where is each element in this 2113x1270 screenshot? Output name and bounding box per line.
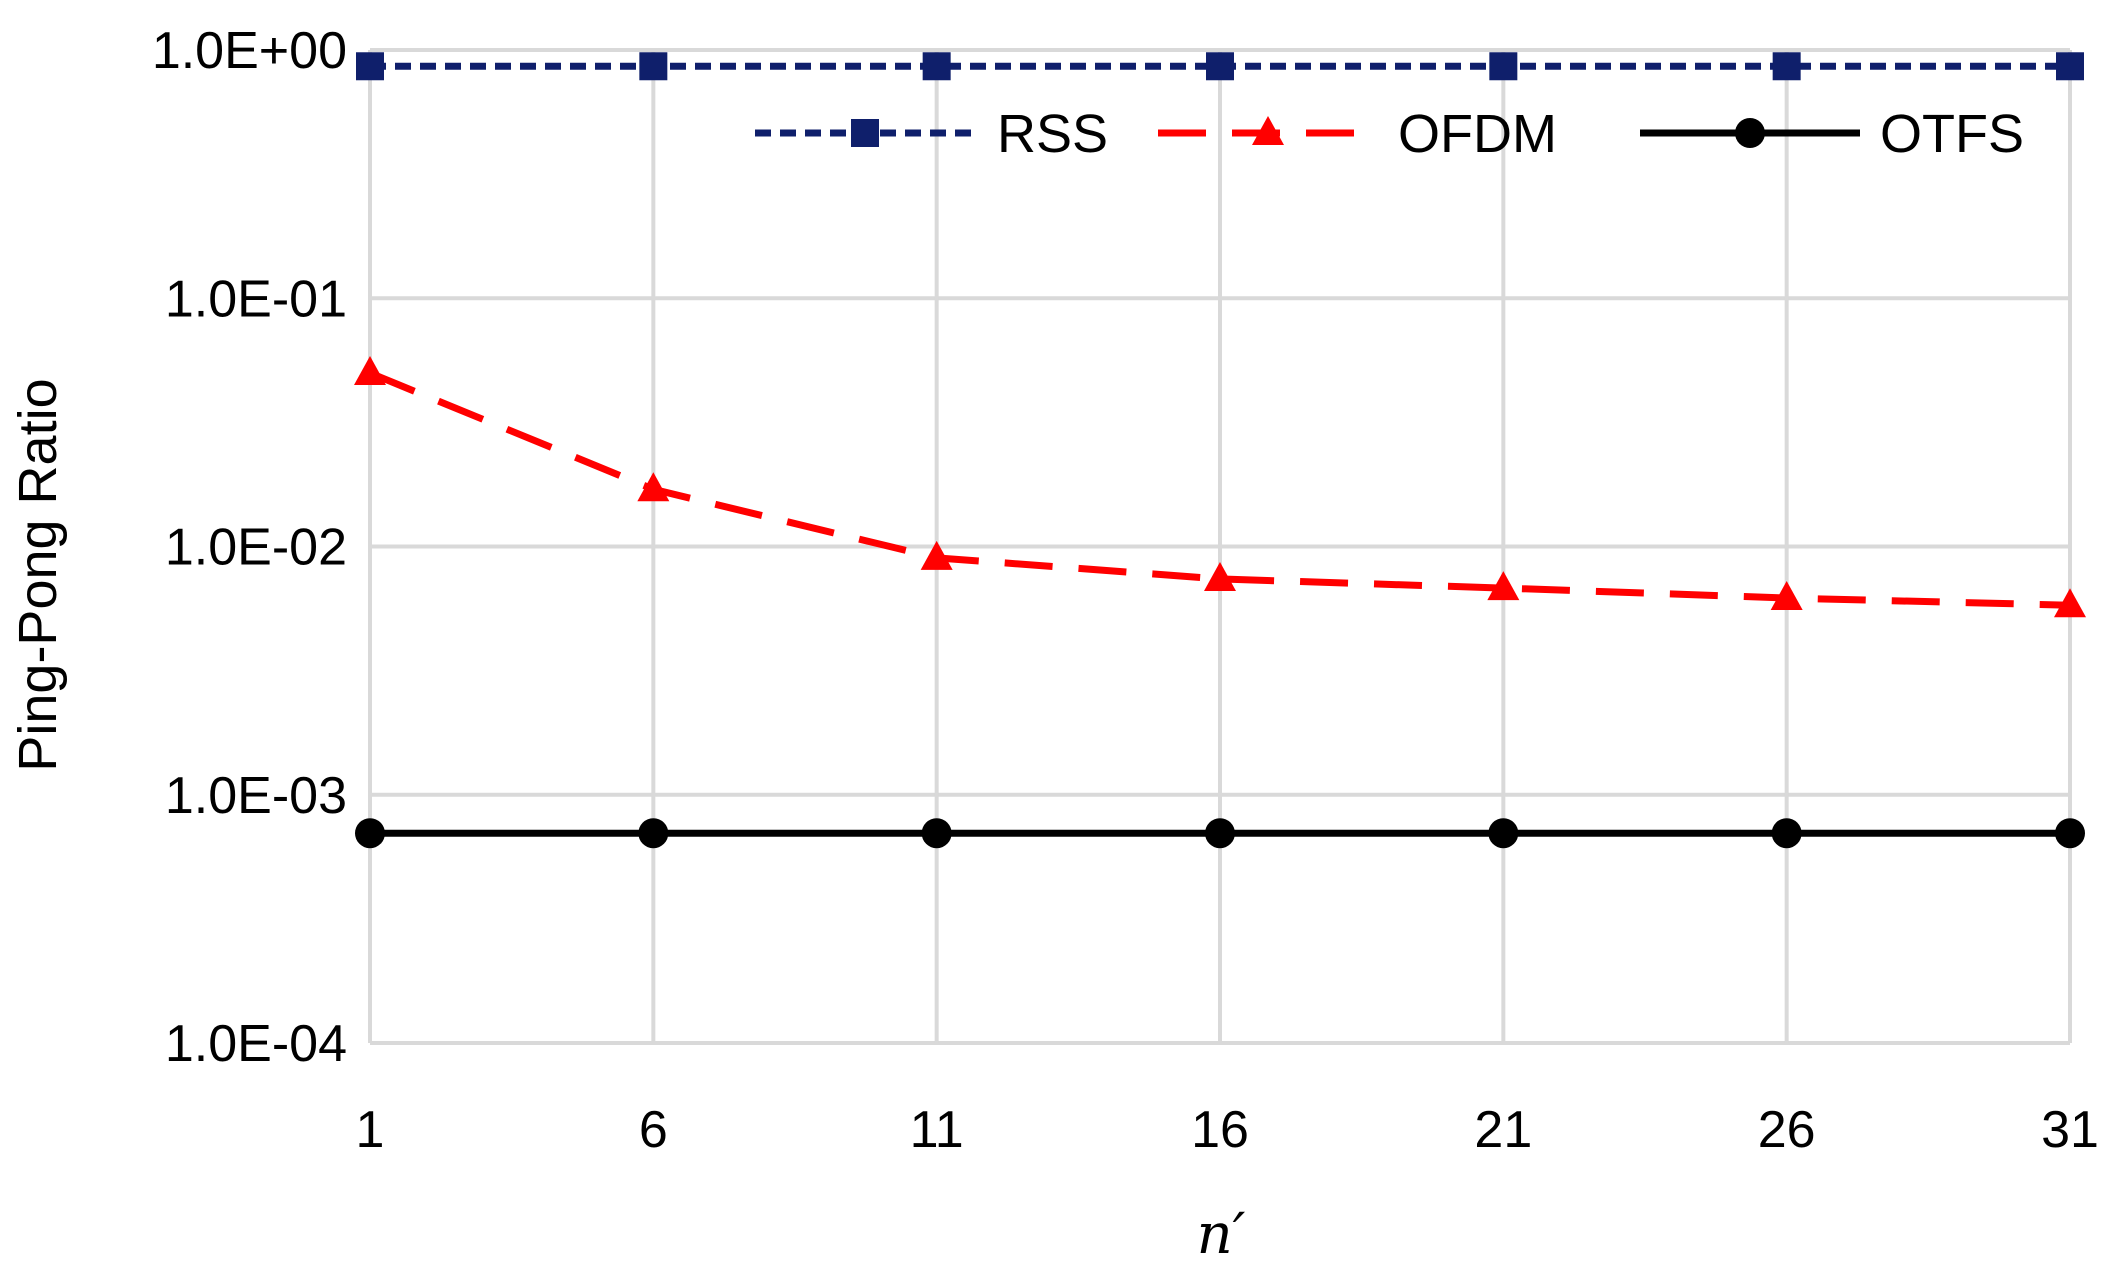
data-point-rss — [1489, 52, 1518, 81]
legend-marker-ofdm — [1252, 116, 1284, 145]
data-point-ofdm — [1204, 561, 1236, 591]
grid — [368, 48, 2072, 1045]
data-point-ofdm — [637, 472, 670, 502]
data-point-otfs — [355, 818, 385, 849]
data-point-ofdm — [1487, 571, 1520, 601]
x-tick-label: 11 — [910, 1101, 964, 1159]
data-point-ofdm — [920, 540, 953, 570]
x-tick-label: 21 — [1474, 1101, 1532, 1159]
series-otfs — [355, 818, 2085, 849]
data-point-ofdm — [354, 355, 386, 385]
legend-marker-rss — [851, 119, 879, 147]
data-point-otfs — [921, 818, 952, 849]
x-tick-label: 1 — [356, 1101, 385, 1159]
y-tick-label: 1.0E+00 — [152, 22, 347, 80]
legend-label-rss: RSS — [997, 104, 1108, 164]
x-tick-label: 26 — [1758, 1101, 1816, 1159]
legend-label-ofdm: OFDM — [1398, 104, 1557, 164]
x-axis-title: n′ — [1197, 1202, 1246, 1267]
data-point-ofdm — [2054, 588, 2086, 618]
data-point-rss — [922, 52, 951, 81]
x-axis-ticks: 1 6 11 16 21 26 31 — [356, 1101, 2099, 1159]
series-layer — [354, 52, 2086, 849]
legend-item-rss: RSS — [755, 104, 1108, 164]
y-tick-label: 1.0E-01 — [165, 270, 347, 328]
y-tick-label: 1.0E-02 — [165, 519, 347, 577]
data-point-rss — [2056, 52, 2084, 81]
data-point-rss — [1206, 52, 1234, 81]
y-axis-ticks: 1.0E+00 1.0E-01 1.0E-02 1.0E-03 1.0E-04 — [152, 22, 347, 1073]
data-point-rss — [639, 52, 668, 81]
legend: RSS OFDM OTFS — [755, 104, 2024, 164]
legend-label-otfs: OTFS — [1880, 104, 2024, 164]
data-point-otfs — [638, 818, 669, 849]
data-point-rss — [356, 52, 384, 81]
series-rss — [356, 52, 2084, 81]
data-point-otfs — [1488, 818, 1519, 849]
data-point-otfs — [1205, 818, 1235, 849]
legend-item-ofdm: OFDM — [1158, 104, 1557, 164]
y-axis-title: Ping-Pong Ratio — [8, 378, 68, 771]
data-point-otfs — [1771, 818, 1802, 849]
data-point-rss — [1772, 52, 1801, 81]
series-ofdm — [354, 355, 2086, 618]
x-tick-label: 16 — [1191, 1101, 1249, 1159]
y-tick-label: 1.0E-03 — [165, 767, 347, 825]
legend-item-otfs: OTFS — [1640, 104, 2024, 164]
x-tick-label: 6 — [639, 1101, 668, 1159]
x-tick-label: 31 — [2041, 1101, 2099, 1159]
data-point-otfs — [2055, 818, 2085, 849]
y-tick-label: 1.0E-04 — [165, 1015, 347, 1073]
legend-marker-otfs — [1735, 118, 1765, 148]
data-point-ofdm — [1770, 581, 1803, 611]
